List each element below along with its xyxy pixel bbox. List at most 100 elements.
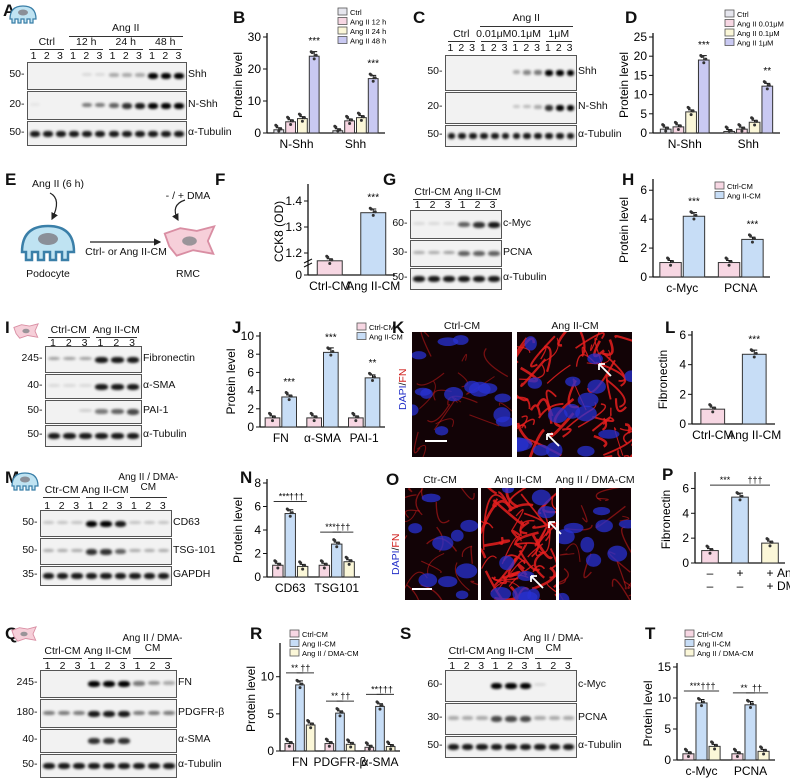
arrow-icon <box>598 363 612 377</box>
data-point <box>664 129 668 133</box>
band <box>129 548 141 553</box>
significance-label: ** <box>369 358 377 369</box>
legend-swatch <box>714 191 725 199</box>
bar-R-1-2 <box>375 705 385 752</box>
marker-tick: - <box>21 97 25 110</box>
bar-R-1-1 <box>335 712 345 752</box>
data-point <box>271 419 274 423</box>
blot-A-group-label: 48 h <box>155 36 176 48</box>
condition-mark: + <box>766 579 773 593</box>
band <box>161 73 172 79</box>
data-point <box>340 710 344 714</box>
conditioned-medium-label: Ctrl- or Ang II-CM <box>85 246 167 258</box>
band <box>534 133 542 139</box>
band <box>121 73 132 77</box>
protein-label: Shh <box>578 65 597 77</box>
band <box>42 710 55 716</box>
data-point <box>698 697 701 701</box>
data-point <box>347 562 351 566</box>
data-point <box>327 347 331 351</box>
blot-Q-group-label: Ang II / DMA-CM <box>122 633 183 654</box>
data-point <box>750 240 754 244</box>
lane-number: 2 <box>145 500 152 512</box>
bar-D-2-0 <box>685 111 697 134</box>
y-tick-label: 0 <box>247 420 254 434</box>
data-point <box>713 747 717 751</box>
x-tick-label: Ang II-CM <box>727 428 781 442</box>
y-tick-label: 4 <box>679 358 686 372</box>
lane-number: 3 <box>489 199 496 211</box>
band <box>161 102 172 109</box>
bar-T-2-0 <box>708 745 721 761</box>
band <box>505 744 517 750</box>
group-underline <box>458 199 497 200</box>
band <box>174 102 185 109</box>
group-underline <box>109 49 143 50</box>
data-point <box>327 744 331 748</box>
band <box>102 681 115 687</box>
protein-label: α-Tubulin <box>578 739 622 751</box>
error-bar <box>751 349 758 355</box>
image-label: Ctr-CM <box>423 474 457 486</box>
panel-label-H: H <box>622 170 635 189</box>
data-point <box>676 128 680 132</box>
data-point <box>285 507 289 511</box>
lane-number: 1 <box>130 500 137 512</box>
error-bar <box>269 415 276 418</box>
significance-label: *** <box>748 334 760 345</box>
x-tick-label: PCNA <box>724 281 757 295</box>
bar-T-0-1 <box>731 753 744 761</box>
data-point <box>287 744 291 748</box>
legend-swatch <box>289 629 300 638</box>
marker-tick: - <box>404 216 408 229</box>
error-bar <box>675 124 682 127</box>
bar-R-0-2 <box>364 746 375 752</box>
band <box>42 548 54 553</box>
data-point <box>662 124 666 128</box>
data-point <box>689 113 693 117</box>
band <box>129 573 141 579</box>
error-bar <box>707 548 713 551</box>
bar-R-1-0 <box>295 684 305 752</box>
x-tick-label: α-SMA <box>362 755 399 769</box>
y-tick-label: 6 <box>254 500 261 514</box>
data-point <box>333 539 337 542</box>
condition-label: DMA <box>777 579 790 593</box>
lane-number: 1 <box>109 50 116 62</box>
significance-label: ††† <box>747 475 762 485</box>
data-point <box>386 740 390 744</box>
y-tick-label: 1.2 <box>285 246 302 260</box>
band <box>472 221 485 228</box>
panel-label-N: N <box>240 468 253 487</box>
y-axis-label: Protein level <box>231 497 245 563</box>
y-tick-label: 20 <box>248 62 262 76</box>
band <box>563 744 575 750</box>
data-point <box>359 118 363 122</box>
molecular-weight-marker: 50 <box>9 125 21 138</box>
lane-number: 1 <box>459 199 466 211</box>
lane-number: 1 <box>492 660 499 672</box>
data-point <box>356 111 360 115</box>
significance-label: *** <box>367 193 379 204</box>
blot-I-row-α-Tubulin <box>45 425 142 447</box>
band <box>148 130 159 137</box>
data-point <box>699 54 703 58</box>
data-point <box>286 508 290 512</box>
y-tick-label: 4 <box>247 384 254 398</box>
source-cell-label: Podocyte <box>26 268 70 280</box>
band <box>442 221 455 225</box>
error-bar <box>738 126 745 130</box>
data-point <box>373 76 377 80</box>
lane-number: 2 <box>149 660 156 672</box>
y-axis-label: Protein level <box>244 666 258 732</box>
error-bar <box>709 406 716 410</box>
blot-M-row-TSG-101 <box>40 538 172 565</box>
x-tick-label: PCNA <box>734 764 767 778</box>
lane-number: 2 <box>463 660 470 672</box>
data-point <box>750 116 754 120</box>
data-point <box>300 682 304 686</box>
band <box>566 105 575 111</box>
data-point <box>336 708 340 712</box>
significance-label: *** <box>308 36 320 47</box>
bar-N-0-0 <box>272 564 284 578</box>
